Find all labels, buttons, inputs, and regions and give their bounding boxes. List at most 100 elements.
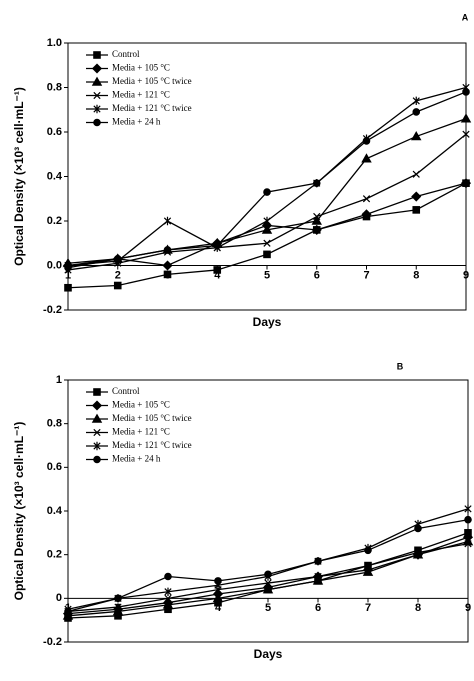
marker xyxy=(314,572,322,581)
marker xyxy=(263,188,271,196)
legend-marker xyxy=(93,51,101,59)
marker xyxy=(364,546,372,555)
x-tick-label: 7 xyxy=(365,602,371,614)
legend-marker xyxy=(93,455,101,464)
y-tick-label: 0.6 xyxy=(47,126,62,138)
legend-marker xyxy=(91,400,103,411)
legend-label: Media + 105 °C xyxy=(112,63,170,73)
marker xyxy=(261,224,273,234)
marker xyxy=(412,96,420,106)
x-tick-label: 7 xyxy=(363,269,369,281)
legend-marker xyxy=(91,76,103,86)
marker xyxy=(162,260,173,271)
y-axis-title: Optical Density (×10³ cell·mL⁻¹) xyxy=(12,87,26,266)
y-tick-label: 0.4 xyxy=(47,170,63,182)
marker xyxy=(113,255,122,263)
marker xyxy=(163,216,172,226)
legend-label: Media + 121 °C twice xyxy=(112,103,192,113)
x-tick-label: 1 xyxy=(65,269,71,281)
marker xyxy=(163,246,172,254)
y-tick-label: 0.8 xyxy=(47,418,62,430)
marker xyxy=(62,610,74,620)
marker xyxy=(412,108,421,116)
y-tick-label: -0.2 xyxy=(43,304,62,316)
y-tick-label: 0.2 xyxy=(47,215,62,227)
x-tick-label: 8 xyxy=(413,269,419,281)
marker xyxy=(312,179,321,187)
marker xyxy=(311,215,322,225)
marker xyxy=(213,266,222,274)
marker xyxy=(313,212,321,221)
marker xyxy=(64,607,72,616)
y-tick-label: 1.0 xyxy=(47,37,62,49)
legend-marker xyxy=(93,104,101,114)
y-tick-label: 0.2 xyxy=(47,549,62,561)
legend-marker xyxy=(93,428,101,437)
marker xyxy=(460,178,472,189)
marker xyxy=(362,566,374,576)
x-tick-label: 6 xyxy=(314,269,320,281)
x-tick-label: 8 xyxy=(415,602,421,614)
marker xyxy=(213,241,222,250)
marker xyxy=(263,239,271,247)
marker xyxy=(414,548,422,557)
marker xyxy=(164,594,172,602)
marker xyxy=(362,195,371,203)
legend-label: Media + 105 °C twice xyxy=(112,76,192,86)
legend-marker xyxy=(93,441,101,451)
legend-label: Media + 105 °C xyxy=(112,400,170,410)
series-line xyxy=(67,86,467,267)
marker xyxy=(214,577,222,585)
marker xyxy=(464,540,472,548)
x-tick-label: 6 xyxy=(315,602,321,614)
legend-marker xyxy=(91,63,103,74)
x-axis-title: Days xyxy=(253,315,282,329)
marker xyxy=(411,131,422,141)
marker xyxy=(162,599,174,609)
marker xyxy=(64,283,72,292)
marker xyxy=(264,579,272,587)
marker xyxy=(164,572,172,581)
legend-marker xyxy=(93,388,101,396)
marker xyxy=(361,209,372,220)
legend-label: Media + 24 h xyxy=(112,454,161,464)
marker xyxy=(462,88,470,96)
legend-label: Media + 24 h xyxy=(112,117,161,127)
marker xyxy=(263,216,271,226)
x-axis-title: Days xyxy=(254,647,283,661)
y-tick-label: 0.4 xyxy=(47,505,63,517)
marker xyxy=(411,191,422,202)
legend-label: Media + 121 °C xyxy=(112,90,170,100)
marker xyxy=(113,281,122,290)
series-line xyxy=(67,133,467,271)
x-tick-label: 4 xyxy=(215,602,222,614)
y-tick-label: 1 xyxy=(56,374,62,386)
marker xyxy=(262,584,274,594)
panel-label: A xyxy=(462,12,469,22)
marker xyxy=(114,603,122,611)
x-tick-label: 9 xyxy=(463,269,469,281)
marker xyxy=(163,270,172,279)
x-tick-label: 4 xyxy=(214,269,221,281)
y-tick-label: 0.6 xyxy=(47,461,62,473)
legend-marker xyxy=(93,118,101,127)
marker xyxy=(311,224,322,235)
legend-label: Media + 105 °C twice xyxy=(112,413,192,423)
legend-label: Control xyxy=(112,49,140,59)
marker xyxy=(464,515,472,524)
marker xyxy=(464,504,472,514)
x-tick-label: 9 xyxy=(465,602,471,614)
legend-label: Media + 121 °C xyxy=(112,427,170,437)
marker xyxy=(362,137,371,145)
x-tick-label: 2 xyxy=(115,269,121,281)
marker xyxy=(64,263,72,272)
x-tick-label: 5 xyxy=(264,269,270,281)
marker xyxy=(364,561,372,570)
y-tick-label: 0 xyxy=(56,592,62,604)
x-tick-label: 5 xyxy=(265,602,271,614)
marker xyxy=(414,524,422,533)
marker xyxy=(263,250,271,259)
marker xyxy=(112,606,124,616)
marker xyxy=(114,594,122,603)
